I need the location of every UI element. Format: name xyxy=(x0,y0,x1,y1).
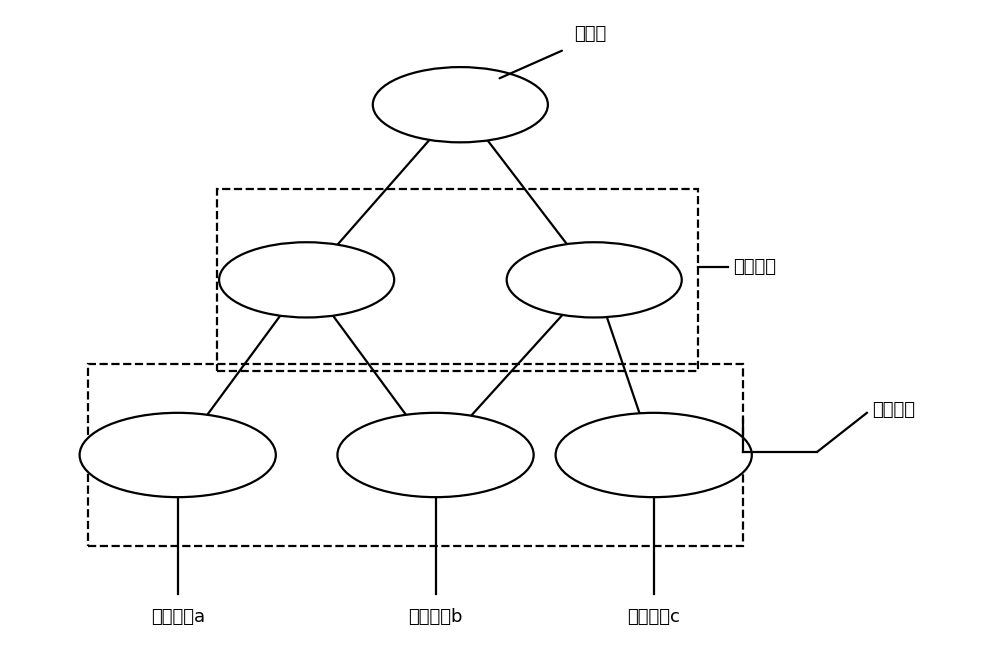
Text: 根节点: 根节点 xyxy=(574,25,607,43)
Bar xyxy=(217,189,698,371)
Text: 生成规则a: 生成规则a xyxy=(151,608,205,626)
Ellipse shape xyxy=(507,242,682,317)
Text: 生成规则c: 生成规则c xyxy=(627,608,680,626)
Ellipse shape xyxy=(373,67,548,143)
Text: 生成规则b: 生成规则b xyxy=(408,608,463,626)
Ellipse shape xyxy=(337,413,534,497)
Ellipse shape xyxy=(556,413,752,497)
Ellipse shape xyxy=(80,413,276,497)
Ellipse shape xyxy=(219,242,394,317)
Bar xyxy=(88,364,743,546)
Text: 中间节点: 中间节点 xyxy=(733,258,776,276)
Text: 叶子节点: 叶子节点 xyxy=(872,401,915,419)
